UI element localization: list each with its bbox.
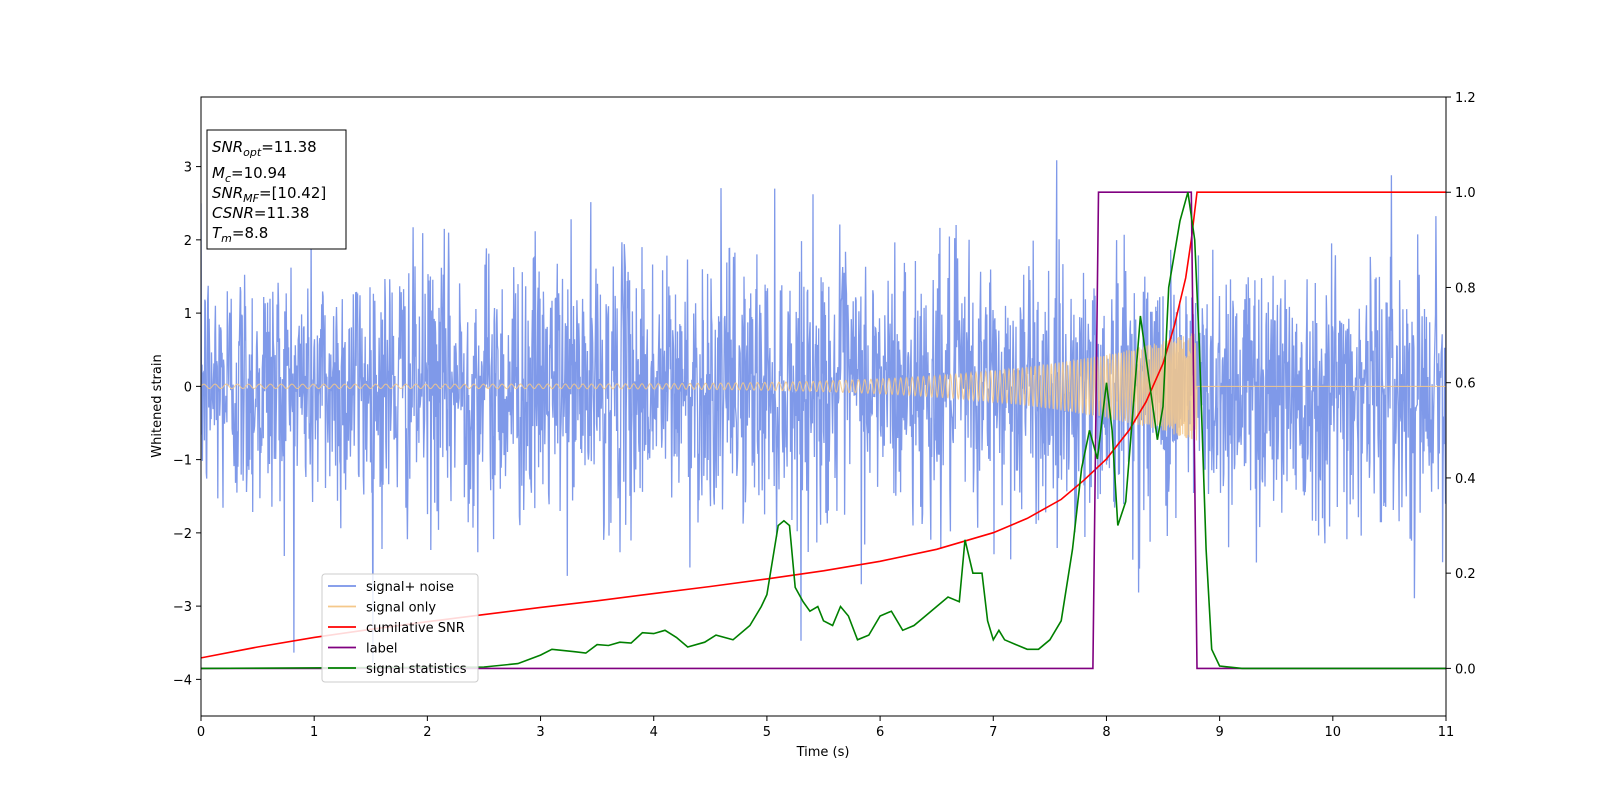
x-axis: 0 1 2 3 4 5 6 7 8 9 10 11 [197, 716, 1454, 740]
y-right-tick-label: 1.2 [1455, 91, 1476, 106]
y-right-tick-label: 0.0 [1455, 662, 1476, 677]
series-line-signal-statistics [201, 191, 1446, 670]
info-tm: Tm=8.8 [212, 224, 268, 245]
series-line-signal-noise [201, 160, 1446, 663]
x-tick-label: 0 [197, 725, 205, 740]
x-tick-label: 2 [423, 725, 431, 740]
x-tick-label: 4 [650, 725, 658, 740]
y-left-tick-label: 2 [184, 234, 192, 249]
plot-frame [200, 96, 1447, 717]
legend-frame [321, 573, 479, 683]
y-left-tick-label: −2 [173, 527, 192, 542]
x-tick-label: 6 [876, 725, 884, 740]
y-left-tick-label: 1 [184, 307, 192, 322]
y-left-tick-label: −3 [173, 600, 192, 615]
y-left-tick-label: −1 [173, 454, 192, 469]
y-left-axis: −4 −3 −2 −1 0 1 2 3 [173, 161, 201, 688]
info-box-frame [206, 129, 347, 250]
y-left-tick-label: −4 [173, 673, 192, 688]
info-csnr: CSNR=11.38 [212, 204, 309, 222]
x-tick-label: 11 [1438, 725, 1455, 740]
y-right-tick-label: 0.6 [1455, 377, 1476, 392]
info-box: SNRopt=11.38 Mc=10.94 SNRMF=[10.42] CSNR… [206, 129, 347, 250]
x-tick-label: 9 [1215, 725, 1223, 740]
y-right-tick-label: 0.8 [1455, 281, 1476, 296]
x-tick-label: 10 [1325, 725, 1342, 740]
y-right-tick-label: 0.4 [1455, 472, 1476, 487]
y-right-tick-label: 1.0 [1455, 186, 1476, 201]
legend-label: signal+ noise [366, 580, 454, 595]
x-tick-label: 7 [989, 725, 997, 740]
y-axis-label: Whitened strain [150, 354, 165, 457]
x-tick-label: 1 [310, 725, 318, 740]
legend-label: label [366, 642, 397, 657]
x-axis-label: Time (s) [796, 745, 850, 760]
y-left-tick-label: 3 [184, 161, 192, 176]
legend-label: cumilative SNR [366, 621, 465, 636]
info-snr-mf: SNRMF=[10.42] [212, 184, 326, 205]
series-line-signal-only [201, 333, 1446, 441]
y-left-tick-label: 0 [184, 380, 192, 395]
x-tick-label: 8 [1102, 725, 1110, 740]
legend-label: signal statistics [366, 662, 467, 677]
x-tick-label: 3 [536, 725, 544, 740]
info-mc: Mc=10.94 [212, 164, 287, 185]
x-tick-label: 5 [763, 725, 771, 740]
info-snr-opt: SNRopt=11.38 [212, 138, 317, 159]
y-right-tick-label: 0.2 [1455, 567, 1476, 582]
legend: signal+ noise signal only cumilative SNR la… [321, 573, 479, 683]
legend-label: signal only [366, 601, 436, 616]
y-right-axis: 0.0 0.2 0.4 0.6 0.8 1.0 1.2 [1446, 91, 1476, 677]
